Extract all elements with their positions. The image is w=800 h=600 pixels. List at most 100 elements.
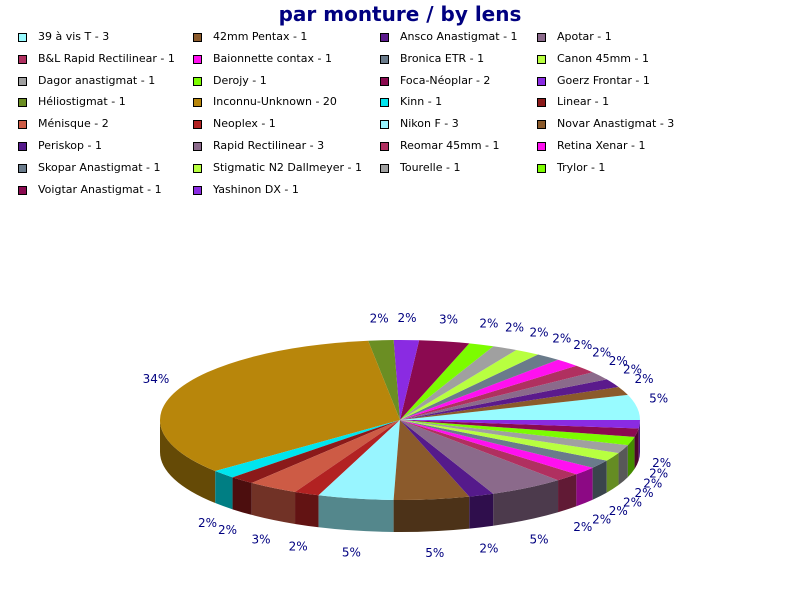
legend-swatch <box>193 163 202 173</box>
legend-label: Novar Anastigmat - 3 <box>557 117 675 131</box>
pie-slice <box>400 420 577 481</box>
pie-percent-label: 34% <box>143 372 170 386</box>
pie-slice-side <box>576 467 593 507</box>
pie-percent-label: 2% <box>634 486 653 500</box>
legend-label: Foca-Néoplar - 2 <box>400 73 491 87</box>
legend-label: Baionnette contax - 1 <box>213 51 332 65</box>
pie-slice-side <box>160 420 216 504</box>
legend-swatch <box>380 76 389 86</box>
pie-slice <box>400 420 628 454</box>
legend-swatch <box>380 163 389 173</box>
chart-legend: 39 à vis T - 3 42mm Pentax - 1 Ansco Anast… <box>0 0 800 200</box>
pie-slice <box>393 420 470 501</box>
pie-percent-label: 2% <box>479 317 498 331</box>
legend-label: Tourelle - 1 <box>400 160 461 174</box>
legend-swatch <box>193 33 202 42</box>
pie-slice-side <box>215 471 233 510</box>
legend-label: Apotar - 1 <box>557 30 612 43</box>
pie-slice-side <box>592 460 607 500</box>
chart-title: par monture / by lens <box>278 2 522 26</box>
pie-percent-label: 2% <box>198 516 217 530</box>
legend-swatch <box>18 120 27 130</box>
pie-percent-label: 5% <box>342 545 361 559</box>
pie-slice <box>318 420 400 500</box>
pie-slice <box>400 359 577 420</box>
legend-label: Trylor - 1 <box>557 160 606 174</box>
pie-slice <box>400 420 607 468</box>
pie-slice <box>400 340 470 420</box>
pie-slice-side <box>493 480 559 526</box>
legend-swatch <box>537 33 546 42</box>
legend-swatch <box>193 98 202 108</box>
legend-label: Derojy - 1 <box>213 73 267 87</box>
pie-slice <box>251 420 400 492</box>
pie-slice <box>400 346 517 420</box>
legend-label: Ansco Anastigmat - 1 <box>400 30 518 43</box>
legend-label: Yashinon DX - 1 <box>213 182 299 196</box>
legend-swatch <box>18 98 27 108</box>
pie-percent-label: 2% <box>529 326 548 340</box>
pie-percent-label: 5% <box>529 532 548 546</box>
pie-slice-side <box>232 477 252 515</box>
pie-slice <box>400 420 639 437</box>
legend-swatch <box>18 54 27 64</box>
pie-slice-side <box>618 445 628 486</box>
legend-label: 39 à vis T - 3 <box>38 30 110 43</box>
legend-label: Voigtar Anastigmat - 1 <box>38 182 162 196</box>
legend-label: 42mm Pentax - 1 <box>213 30 308 43</box>
pie-slice <box>368 340 400 420</box>
legend-swatch <box>18 142 27 151</box>
pie-slice <box>295 420 400 496</box>
pie-percent-label: 2% <box>652 456 671 470</box>
pie-slice <box>400 379 619 420</box>
legend-swatch <box>380 142 389 151</box>
legend-label: Dagor anastigmat - 1 <box>38 73 156 87</box>
legend-swatch <box>18 163 27 173</box>
pie-slice-side <box>295 491 319 528</box>
legend-label: Stigmatic N2 Dallmeyer - 1 <box>213 160 362 174</box>
pie-slice-side <box>638 420 640 461</box>
legend-label: Linear - 1 <box>557 95 610 109</box>
pie-slice <box>400 343 494 420</box>
pie-slice <box>400 420 635 446</box>
legend-label: Nikon F - 3 <box>400 117 459 131</box>
pie-percent-label: 2% <box>573 520 592 534</box>
pie-percent-label: 2% <box>370 311 389 325</box>
legend-swatch <box>537 120 546 130</box>
legend-swatch <box>193 142 202 151</box>
pie-percent-label: 2% <box>552 331 571 345</box>
pie-percent-label: 2% <box>634 372 653 386</box>
pie-percent-label: 3% <box>439 313 458 327</box>
legend-swatch <box>380 98 389 108</box>
pie-percent-label: 2% <box>592 512 611 526</box>
legend-label: Rapid Rectilinear - 3 <box>213 139 325 152</box>
pie-percent-label: 2% <box>479 541 498 555</box>
pie-percent-label: 2% <box>397 311 416 325</box>
pie-percent-label: 2% <box>289 539 308 553</box>
pie-slice <box>215 420 400 478</box>
legend-swatch <box>193 76 202 86</box>
legend-label: Inconnu-Unknown - 20 <box>213 95 337 109</box>
pie-slice <box>232 420 400 483</box>
pie-slice <box>400 354 559 420</box>
legend-swatch <box>193 185 202 195</box>
pie-percent-label: 5% <box>649 392 668 406</box>
legend-label: Canon 45mm - 1 <box>557 51 649 65</box>
legend-swatch <box>537 54 546 64</box>
legend-label: Skopar Anastigmat - 1 <box>38 160 161 174</box>
pie-slice <box>400 394 640 420</box>
legend-swatch <box>537 98 546 108</box>
pie-percent-label: 2% <box>573 338 592 352</box>
legend-swatch <box>18 185 27 195</box>
legend-label: Reomar 45mm - 1 <box>400 139 500 152</box>
pie-percent-label: 5% <box>425 546 444 560</box>
pie-slice <box>400 420 619 461</box>
legend-label: Neoplex - 1 <box>213 117 276 131</box>
pie-slice-side <box>393 496 470 532</box>
pie-slice-side <box>318 495 394 532</box>
legend-label: B&L Rapid Rectilinear - 1 <box>38 51 175 65</box>
pie-percent-label: 2% <box>592 346 611 360</box>
pie-percent-label: 2% <box>505 321 524 335</box>
legend-swatch <box>18 33 27 42</box>
